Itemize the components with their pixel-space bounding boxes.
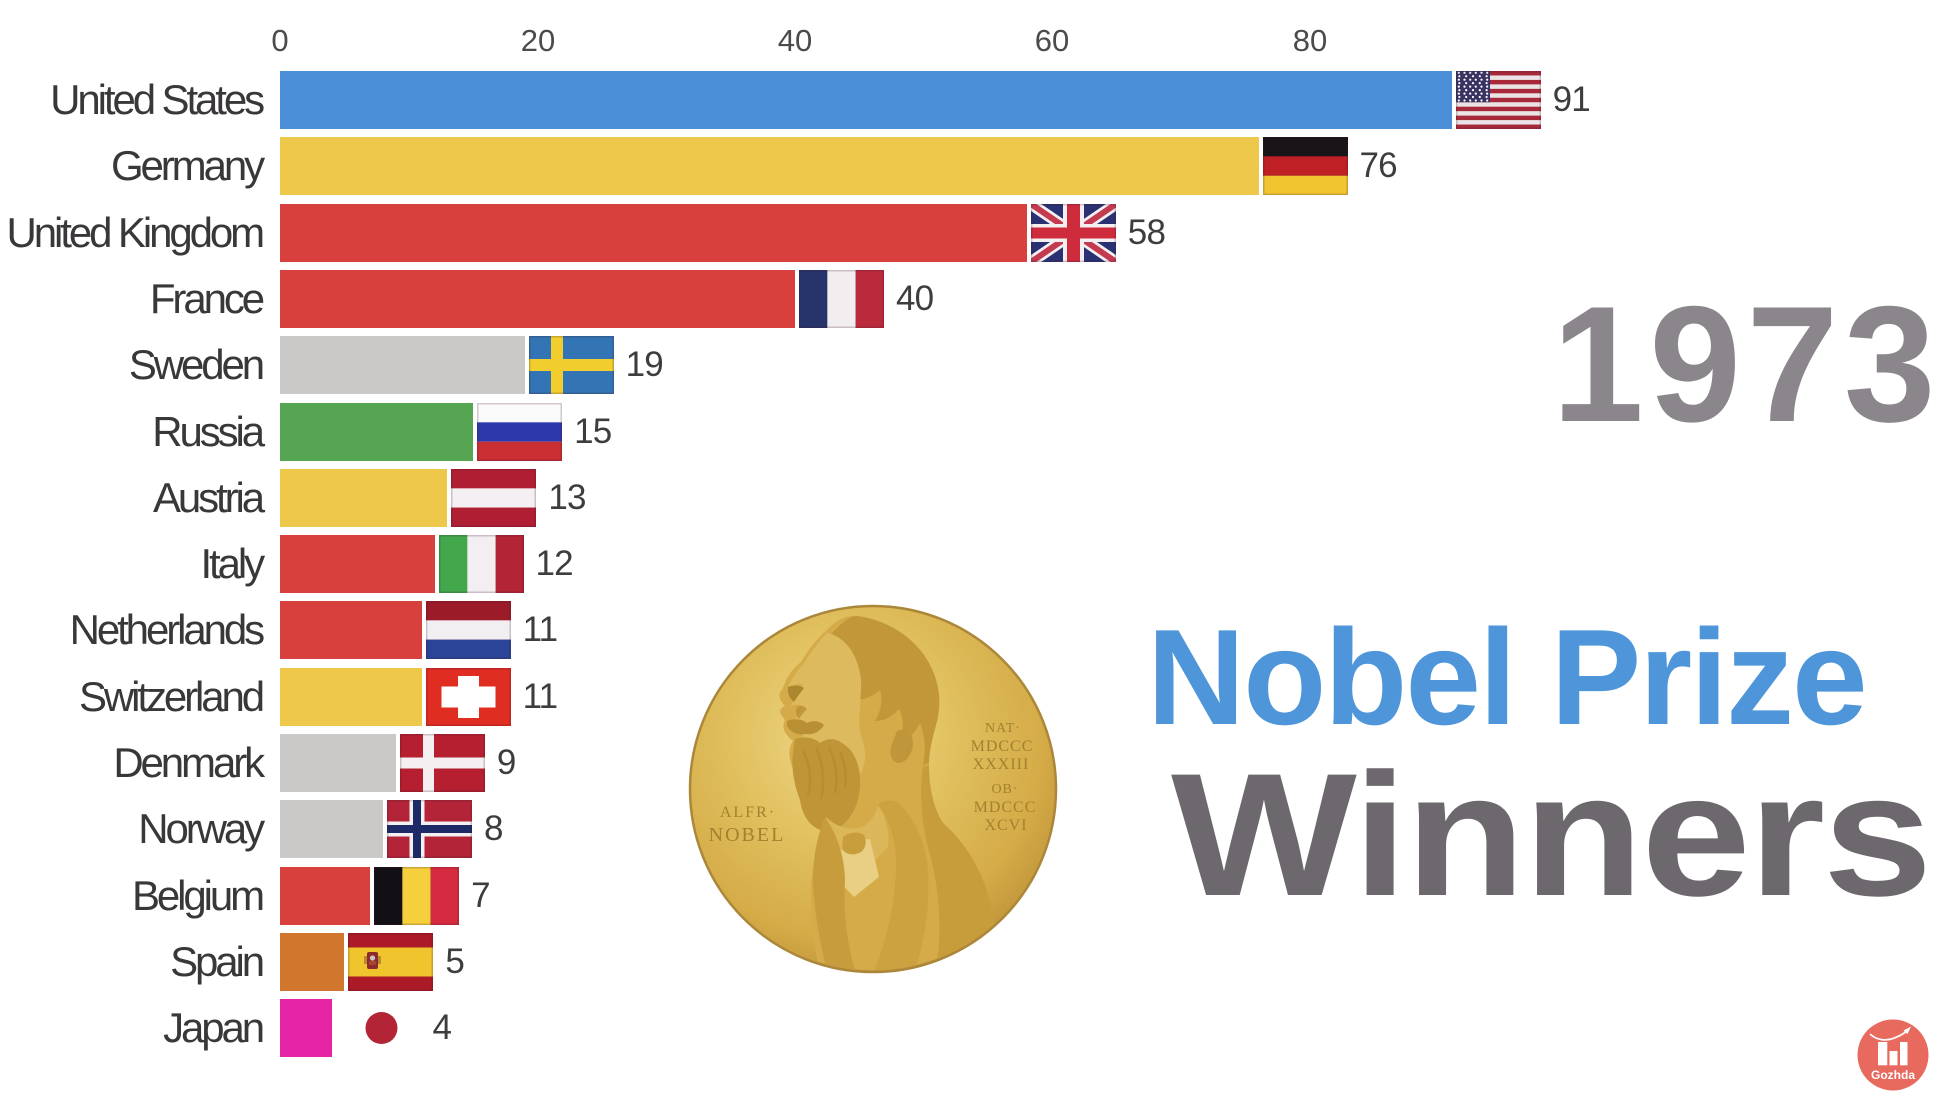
svg-text:OB·: OB· bbox=[991, 782, 1018, 797]
svg-text:MDCCC: MDCCC bbox=[974, 799, 1037, 816]
svg-text:ALFR·: ALFR· bbox=[720, 804, 776, 821]
svg-text:XCVI: XCVI bbox=[984, 817, 1027, 834]
svg-text:NOBEL: NOBEL bbox=[709, 824, 786, 846]
svg-text:XXXIII: XXXIII bbox=[973, 756, 1030, 773]
svg-text:MDCCC: MDCCC bbox=[971, 738, 1034, 755]
svg-text:NAT·: NAT· bbox=[985, 721, 1021, 736]
svg-text:Gozhda: Gozhda bbox=[1871, 1068, 1915, 1082]
